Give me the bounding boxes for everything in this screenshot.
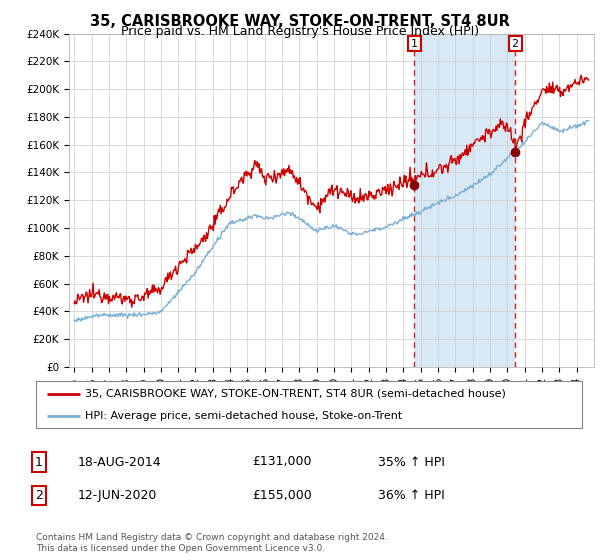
Text: 36% ↑ HPI: 36% ↑ HPI — [378, 489, 445, 502]
Text: 35% ↑ HPI: 35% ↑ HPI — [378, 455, 445, 469]
Text: £131,000: £131,000 — [252, 455, 311, 469]
Text: 1: 1 — [35, 455, 43, 469]
Text: Price paid vs. HM Land Registry's House Price Index (HPI): Price paid vs. HM Land Registry's House … — [121, 25, 479, 38]
Text: 18-AUG-2014: 18-AUG-2014 — [78, 455, 161, 469]
Text: 12-JUN-2020: 12-JUN-2020 — [78, 489, 157, 502]
Text: 2: 2 — [35, 489, 43, 502]
Text: 35, CARISBROOKE WAY, STOKE-ON-TRENT, ST4 8UR: 35, CARISBROOKE WAY, STOKE-ON-TRENT, ST4… — [90, 14, 510, 29]
Text: HPI: Average price, semi-detached house, Stoke-on-Trent: HPI: Average price, semi-detached house,… — [85, 410, 403, 421]
Text: 1: 1 — [411, 39, 418, 49]
Text: 2: 2 — [512, 39, 519, 49]
Text: 35, CARISBROOKE WAY, STOKE-ON-TRENT, ST4 8UR (semi-detached house): 35, CARISBROOKE WAY, STOKE-ON-TRENT, ST4… — [85, 389, 506, 399]
Text: Contains HM Land Registry data © Crown copyright and database right 2024.
This d: Contains HM Land Registry data © Crown c… — [36, 533, 388, 553]
Bar — [415, 34, 515, 367]
Text: £155,000: £155,000 — [252, 489, 312, 502]
